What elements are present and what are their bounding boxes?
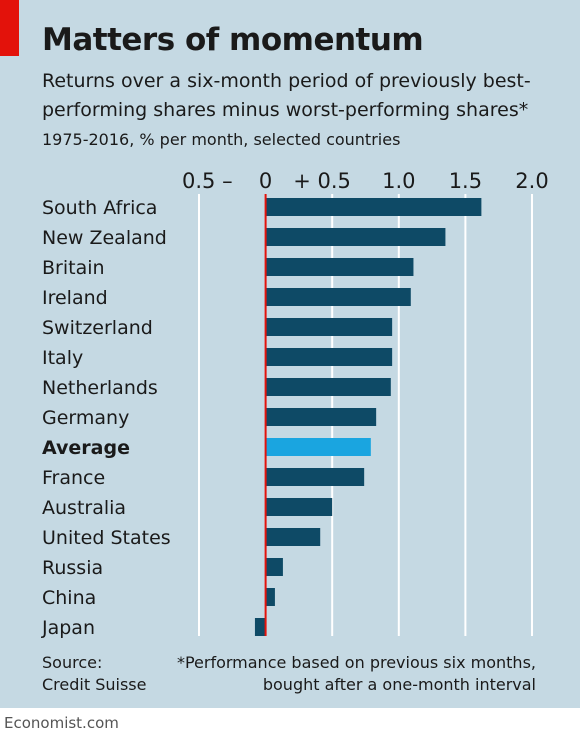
category-label: Switzerland [42, 317, 153, 339]
bar-new-zealand [265, 228, 446, 246]
category-label: Japan [41, 617, 95, 639]
category-label: China [42, 587, 96, 609]
category-label: Average [42, 437, 130, 459]
chart-card: Matters of momentum Returns over a six-m… [0, 0, 580, 708]
footnote-line-2: bought after a one-month interval [262, 675, 536, 694]
x-tick-label: 0 [259, 169, 272, 193]
bar-france [265, 468, 365, 486]
bar-switzerland [265, 318, 393, 336]
bar-australia [265, 498, 333, 516]
category-label: France [42, 467, 105, 489]
category-labels: South Africa New Zealand Britain Ireland Swi… [41, 197, 171, 639]
x-tick-label: 2.0 [515, 169, 548, 193]
bar-germany [265, 408, 377, 426]
bar-ireland [265, 288, 411, 306]
chart-subtitle-line-1: Returns over a six-month period of previ… [42, 70, 531, 92]
x-tick-label: + 0.5 [293, 169, 351, 193]
source-name: Credit Suisse [42, 675, 147, 694]
footnote-line-1: *Performance based on previous six month… [176, 653, 536, 672]
x-tick-label: 1.0 [382, 169, 415, 193]
source-label: Source: [42, 653, 103, 672]
chart-subtitle-line-2: performing shares minus worst-performing… [42, 99, 529, 121]
chart-period: 1975-2016, % per month, selected countri… [42, 130, 401, 149]
category-label: New Zealand [42, 227, 167, 249]
bar-netherlands [265, 378, 391, 396]
category-label: Britain [42, 257, 105, 279]
chart-title: Matters of momentum [42, 22, 424, 58]
bar-average [265, 438, 371, 456]
bar-japan [254, 618, 266, 636]
category-label: South Africa [42, 197, 157, 219]
bar-united-states [265, 528, 321, 546]
category-label: Germany [42, 407, 129, 429]
brand-label: Economist.com [4, 714, 119, 732]
category-label: Russia [42, 557, 103, 579]
bar-south-africa [265, 198, 482, 216]
bar-italy [265, 348, 393, 366]
category-label: Ireland [42, 287, 108, 309]
source-note: Source: Credit Suisse [42, 652, 146, 696]
footnote: *Performance based on previous six month… [177, 652, 536, 696]
bars [254, 198, 482, 636]
category-label: Italy [42, 347, 83, 369]
bar-china [265, 588, 275, 606]
x-tick-label: 0.5 – [182, 169, 233, 193]
category-label: United States [42, 527, 171, 549]
x-tick-label: 1.5 [449, 169, 482, 193]
bar-russia [265, 558, 283, 576]
category-label: Netherlands [42, 377, 158, 399]
accent-tag [0, 0, 19, 56]
category-label: Australia [42, 497, 126, 519]
x-tick-labels: 0.5 – 0 + 0.5 1.0 1.5 2.0 [182, 169, 549, 193]
bar-chart: 0.5 – 0 + 0.5 1.0 1.5 2.0 South Africa New Zea… [41, 169, 549, 639]
bar-britain [265, 258, 414, 276]
